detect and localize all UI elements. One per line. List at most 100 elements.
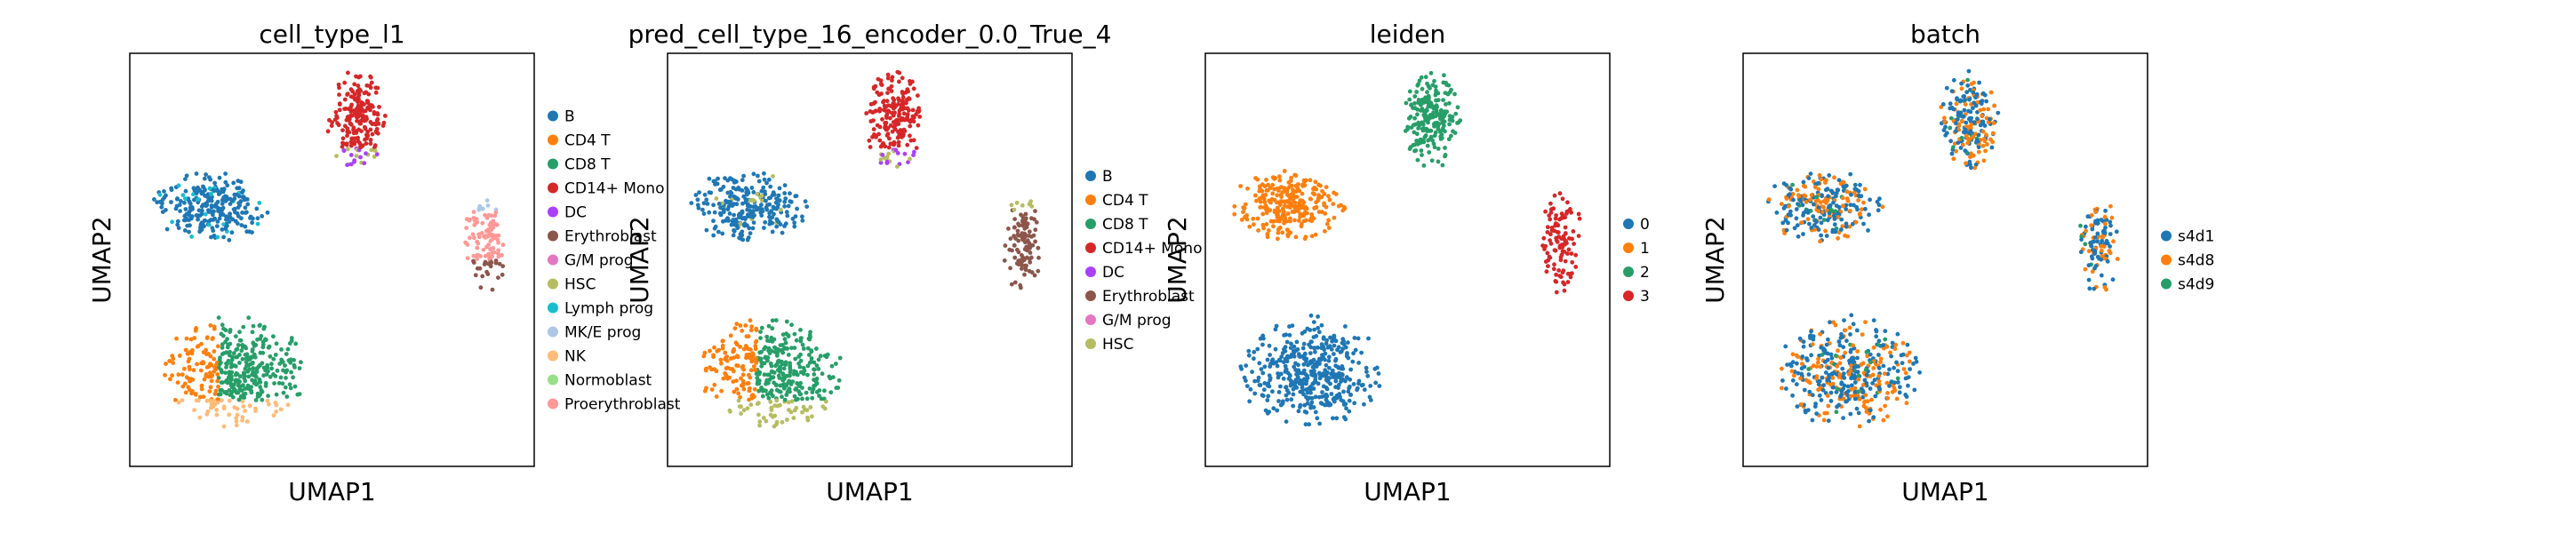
scatter-point	[489, 213, 494, 219]
scatter-point	[812, 383, 818, 388]
scatter-point	[1303, 422, 1308, 427]
scatter-point	[1843, 328, 1848, 333]
scatter-point	[712, 210, 717, 215]
scatter-point	[1813, 402, 1818, 406]
scatter-point	[1951, 156, 1956, 162]
scatter-point	[256, 394, 261, 399]
scatter-point	[223, 370, 228, 375]
scatter-point	[1870, 372, 1876, 378]
scatter-point	[1828, 399, 1834, 403]
scatter-point	[230, 354, 235, 360]
scatter-point	[708, 365, 712, 370]
scatter-point	[756, 206, 760, 211]
legend-label: CD4 T	[1102, 192, 1148, 210]
scatter-point	[717, 187, 723, 193]
scatter-point	[1284, 397, 1290, 402]
scatter-point	[772, 206, 777, 211]
scatter-point	[1837, 372, 1843, 378]
scatter-point	[1955, 97, 1960, 102]
scatter-point	[221, 235, 227, 240]
scatter-point	[468, 235, 472, 241]
scatter-point	[771, 414, 775, 419]
scatter-point	[1351, 382, 1356, 386]
scatter-point	[762, 372, 767, 378]
scatter-point	[1888, 350, 1892, 355]
scatter-point	[480, 220, 485, 226]
scatter-point	[1849, 192, 1853, 197]
scatter-point	[1553, 279, 1558, 283]
scatter-point	[1867, 212, 1872, 218]
scatter-point	[729, 222, 734, 227]
scatter-point	[837, 355, 843, 361]
scatter-point	[2108, 219, 2113, 225]
scatter-point	[346, 70, 350, 76]
scatter-point	[175, 380, 180, 385]
scatter-point	[1834, 410, 1839, 415]
scatter-point	[245, 355, 251, 360]
scatter-point	[492, 250, 497, 255]
scatter-point	[1324, 341, 1329, 346]
scatter-point	[197, 229, 203, 235]
scatter-point	[721, 219, 725, 224]
legend-label: Normoblast	[564, 372, 652, 390]
scatter-point	[2086, 277, 2092, 282]
scatter-point	[1877, 196, 1882, 202]
scatter-point	[190, 347, 195, 353]
scatter-point	[227, 398, 232, 403]
scatter-points	[689, 69, 1041, 429]
scatter-point	[358, 145, 364, 150]
scatter-point	[884, 112, 890, 117]
scatter-point	[1956, 123, 1962, 129]
scatter-point	[1444, 102, 1448, 107]
scatter-point	[762, 346, 766, 352]
scatter-point	[732, 389, 737, 394]
scatter-point	[1560, 270, 1565, 275]
scatter-point	[758, 356, 764, 362]
scatter-point	[1991, 121, 1996, 125]
scatter-point	[212, 326, 217, 331]
scatter-point	[1816, 382, 1821, 387]
scatter-point	[267, 345, 272, 349]
scatter-point	[1840, 366, 1845, 371]
scatter-point	[203, 219, 208, 223]
scatter-point	[292, 357, 296, 362]
scatter-point	[824, 354, 829, 360]
scatter-point	[773, 382, 779, 387]
scatter-point	[2087, 286, 2092, 291]
scatter-point	[1849, 376, 1853, 381]
scatter-point	[1270, 182, 1276, 187]
scatter-point	[297, 392, 302, 396]
scatter-point	[1417, 78, 1422, 84]
scatter-point	[1542, 247, 1547, 251]
scatter-point	[1269, 358, 1275, 363]
scatter-point	[198, 394, 203, 400]
scatter-point	[1268, 219, 1274, 224]
scatter-point	[221, 326, 226, 331]
legend-label: CD4 T	[564, 132, 611, 150]
scatter-point	[1791, 197, 1796, 203]
scatter-point	[793, 387, 798, 392]
scatter-point	[1325, 379, 1331, 384]
scatter-point	[233, 219, 238, 224]
scatter-point	[1563, 231, 1568, 235]
scatter-point	[1801, 232, 1805, 236]
scatter-point	[1548, 241, 1554, 246]
scatter-point	[470, 232, 476, 237]
scatter-point	[1841, 371, 1846, 376]
scatter-point	[812, 372, 817, 377]
scatter-point	[183, 196, 188, 201]
scatter-point	[1819, 398, 1824, 402]
scatter-point	[1284, 359, 1290, 364]
scatter-point	[1356, 361, 1361, 365]
scatter-point	[735, 354, 740, 360]
scatter-point	[1446, 137, 1452, 142]
scatter-point	[167, 359, 172, 363]
scatter-point	[1020, 252, 1024, 258]
scatter-point	[1824, 342, 1829, 347]
scatter-point	[1292, 364, 1297, 370]
scatter-point	[708, 348, 712, 354]
scatter-point	[1285, 200, 1291, 204]
scatter-point	[735, 363, 740, 369]
scatter-point	[211, 218, 216, 222]
scatter-point	[1315, 360, 1320, 365]
